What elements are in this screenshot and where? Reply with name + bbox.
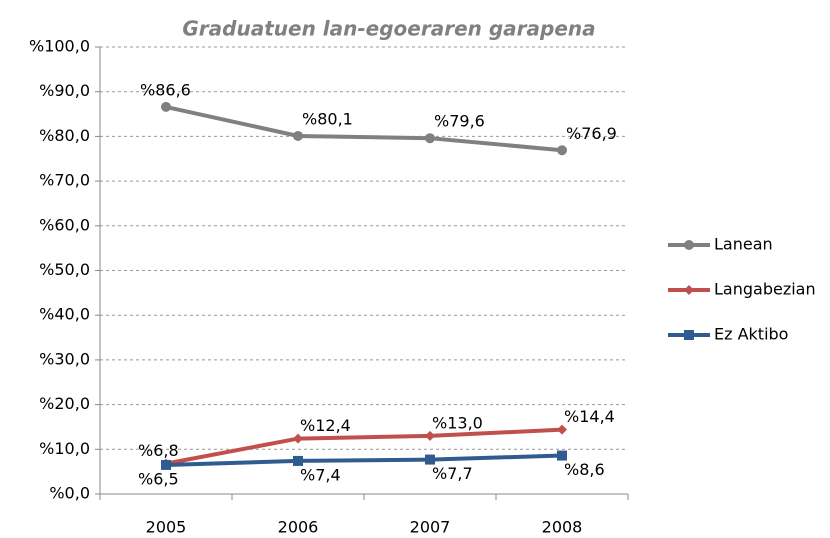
data-label: %6,5 bbox=[138, 469, 179, 488]
x-tick-label: 2007 bbox=[410, 518, 451, 537]
series-line bbox=[165, 427, 563, 466]
data-label: %12,4 bbox=[300, 416, 351, 435]
marker bbox=[557, 450, 567, 461]
series-line bbox=[165, 104, 563, 153]
marker bbox=[557, 145, 567, 156]
marker bbox=[293, 433, 303, 444]
series-line bbox=[165, 453, 563, 467]
marker bbox=[425, 454, 435, 465]
data-label: %76,9 bbox=[566, 124, 617, 143]
data-label: %7,4 bbox=[300, 465, 341, 484]
legend-label: Langabezian bbox=[714, 280, 816, 299]
data-label: %13,0 bbox=[432, 413, 483, 432]
legend-label: Ez Aktibo bbox=[714, 325, 788, 344]
y-tick-label: %20,0 bbox=[39, 394, 90, 413]
y-tick-label: %40,0 bbox=[39, 305, 90, 324]
marker bbox=[684, 240, 694, 250]
y-tick-label: %0,0 bbox=[49, 484, 90, 503]
data-label: %79,6 bbox=[434, 112, 485, 131]
y-tick-label: %60,0 bbox=[39, 215, 90, 234]
y-tick-label: %50,0 bbox=[39, 260, 90, 279]
marker bbox=[557, 424, 567, 435]
x-tick-label: 2005 bbox=[146, 518, 187, 537]
y-tick-label: %70,0 bbox=[39, 171, 90, 190]
data-label: %80,1 bbox=[302, 109, 353, 128]
y-tick-label: %100,0 bbox=[29, 37, 90, 56]
y-tick-label: %30,0 bbox=[39, 349, 90, 368]
y-tick-label: %90,0 bbox=[39, 81, 90, 100]
y-tick-label: %80,0 bbox=[39, 126, 90, 145]
data-label: %14,4 bbox=[564, 407, 615, 426]
legend-label: Lanean bbox=[714, 235, 773, 254]
marker bbox=[161, 101, 171, 112]
data-label: %86,6 bbox=[140, 80, 191, 99]
x-tick-label: 2006 bbox=[278, 518, 319, 537]
y-tick-label: %10,0 bbox=[39, 439, 90, 458]
x-tick-label: 2008 bbox=[542, 518, 583, 537]
marker bbox=[293, 130, 303, 141]
data-label: %6,8 bbox=[138, 441, 179, 460]
marker bbox=[684, 285, 694, 295]
chart-title: Graduatuen lan-egoeraren garapena bbox=[182, 17, 595, 41]
marker bbox=[425, 133, 435, 144]
marker bbox=[161, 459, 171, 470]
data-label: %7,7 bbox=[432, 464, 473, 483]
marker bbox=[293, 455, 303, 466]
data-label: %8,6 bbox=[564, 460, 605, 479]
marker bbox=[684, 330, 694, 340]
marker bbox=[425, 430, 435, 441]
